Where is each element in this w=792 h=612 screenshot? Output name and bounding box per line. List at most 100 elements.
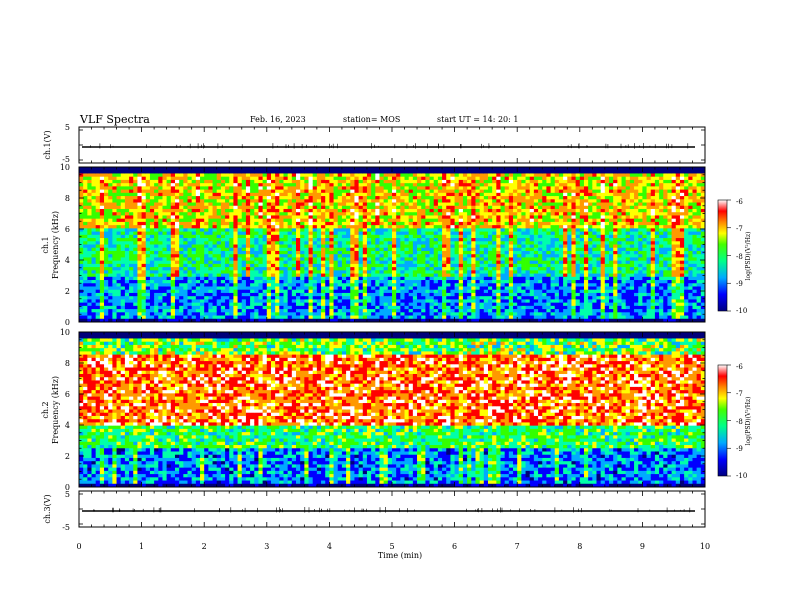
spectrogram-cell xyxy=(433,254,439,258)
spectrogram-cell xyxy=(149,267,155,271)
spectrogram-cell xyxy=(208,267,213,271)
spectrogram-cell xyxy=(366,302,372,307)
spectrogram-cell xyxy=(508,218,514,223)
spectrogram-cell xyxy=(492,186,497,191)
spectrogram-cell xyxy=(487,244,493,249)
spectrogram-cell xyxy=(91,199,97,203)
spectrogram-cell xyxy=(308,208,314,213)
spectrogram-cell xyxy=(245,228,251,232)
spectrogram-cell xyxy=(245,189,251,194)
spectrogram-cell xyxy=(216,257,222,262)
spectrogram-cell xyxy=(487,176,493,181)
spectrogram-cell xyxy=(149,212,155,216)
spectrogram-cell xyxy=(250,218,255,223)
spectrogram-cell xyxy=(183,257,188,262)
spectrogram-cell xyxy=(116,273,122,278)
spectrogram-cell xyxy=(191,296,197,300)
spectrogram-cell xyxy=(291,215,297,220)
spectrogram-cell xyxy=(379,173,385,178)
spectrogram-cell xyxy=(304,176,309,181)
spectrogram-cell xyxy=(208,218,213,223)
spectrogram-cell xyxy=(254,234,259,239)
spectrogram-cell xyxy=(270,218,276,223)
spectrogram-cell xyxy=(341,189,347,194)
spectrogram-cell xyxy=(337,225,343,229)
spectrogram-cell xyxy=(300,170,305,174)
spectrogram-cell xyxy=(479,254,485,258)
spectrogram-cell xyxy=(467,212,472,216)
spectrogram-cell xyxy=(446,283,451,287)
spectrogram-cell xyxy=(183,205,188,210)
spectrogram-cell xyxy=(87,189,92,194)
spectrogram-cell xyxy=(312,173,318,178)
spectrogram-cell xyxy=(312,170,318,174)
spectrogram-cell xyxy=(162,305,168,310)
spectrogram-cell xyxy=(325,286,330,291)
spectrogram-cell xyxy=(258,286,264,291)
spectrogram-cell xyxy=(417,234,422,239)
spectrogram-cell xyxy=(300,267,305,271)
spectrogram-cell xyxy=(145,228,151,232)
spectrogram-cell xyxy=(104,280,109,284)
spectrogram-cell xyxy=(462,212,468,216)
spectrogram-cell xyxy=(183,292,188,297)
spectrogram-cell xyxy=(174,315,180,320)
spectrogram-cell xyxy=(483,312,489,316)
spectrogram-cell xyxy=(266,202,272,207)
spectrogram-cell xyxy=(454,228,460,232)
spectrogram-cell xyxy=(166,260,172,265)
spectrogram-cell xyxy=(162,286,168,291)
spectrogram-cell xyxy=(220,234,226,239)
spectrogram-cell xyxy=(300,225,305,229)
spectrogram-cell xyxy=(266,257,272,262)
spectrogram-cell xyxy=(87,257,92,262)
spectrogram-cell xyxy=(195,247,201,252)
spectrogram-cell xyxy=(433,238,439,242)
spectrogram-cell xyxy=(287,241,293,245)
spectrogram-cell xyxy=(421,199,426,203)
spectrogram-cell xyxy=(358,205,364,210)
spectrogram-cell xyxy=(354,260,360,265)
spectrogram-cell xyxy=(350,238,355,242)
spectrogram-cell xyxy=(450,238,455,242)
spectrogram-cell xyxy=(154,280,159,284)
spectrogram-cell xyxy=(383,263,389,268)
spectrogram-cell xyxy=(120,257,126,262)
spectrogram-cell xyxy=(237,250,243,255)
spectrogram-cell xyxy=(492,263,497,268)
spectrogram-cell xyxy=(467,189,472,194)
spectrogram-cell xyxy=(233,228,238,232)
spectrogram-cell xyxy=(354,167,360,171)
spectrogram-cell xyxy=(200,299,205,304)
spectrogram-cell xyxy=(333,192,339,197)
spectrogram-cell xyxy=(387,260,393,265)
spectrogram-cell xyxy=(187,241,193,245)
spectrogram-cell xyxy=(492,192,497,197)
spectrogram-cell xyxy=(504,289,510,294)
spectrogram-cell xyxy=(483,173,489,178)
spectrogram-cell xyxy=(371,208,376,213)
spectrogram-cell xyxy=(225,289,230,294)
spectrogram-cell xyxy=(446,225,451,229)
spectrogram-cell xyxy=(400,199,405,203)
spectrogram-cell xyxy=(87,176,92,181)
spectrogram-cell xyxy=(296,254,301,258)
spectrogram-cell xyxy=(87,299,92,304)
spectrogram-cell xyxy=(212,315,218,320)
spectrogram-cell xyxy=(212,250,218,255)
spectrogram-cell xyxy=(129,212,134,216)
spectrogram-cell xyxy=(204,302,209,307)
spectrogram-cell xyxy=(262,315,268,320)
spectrogram-cell xyxy=(346,179,351,184)
spectrogram-cell xyxy=(392,286,397,291)
spectrogram-cell xyxy=(141,312,147,316)
spectrogram-cell xyxy=(446,234,451,239)
spectrogram-cell xyxy=(346,254,351,258)
spectrogram-cell xyxy=(387,212,393,216)
spectrogram-cell xyxy=(450,270,455,274)
spectrogram-cell xyxy=(262,244,268,249)
spectrogram-cell xyxy=(191,302,197,307)
spectrogram-cell xyxy=(392,318,397,323)
spectrogram-cell xyxy=(475,296,481,300)
spectrogram-cell xyxy=(129,225,134,229)
